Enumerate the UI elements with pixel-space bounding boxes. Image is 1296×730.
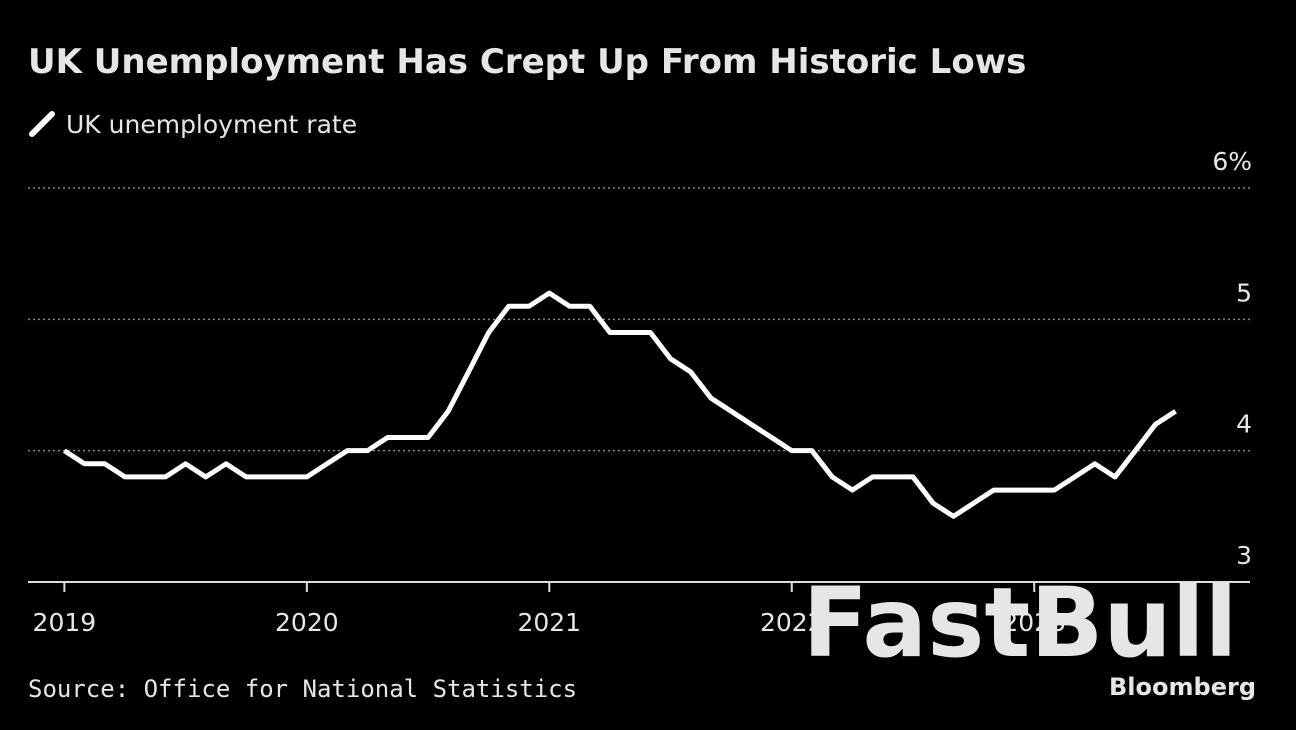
brand: Bloomberg	[1109, 673, 1256, 701]
legend-icon	[29, 111, 55, 137]
y-tick-label: 3	[1236, 541, 1252, 570]
series-line	[63, 290, 1177, 519]
x-tick-label: 2019	[33, 608, 97, 637]
y-tick-label: 6%	[1212, 147, 1252, 176]
x-tick-label: 2020	[275, 608, 339, 637]
x-tick-label: 2023	[1002, 608, 1066, 637]
y-tick-label: 4	[1236, 410, 1252, 439]
watermark: FastBull	[802, 567, 1237, 679]
legend-label: UK unemployment rate	[66, 110, 357, 139]
x-tick-label: 2022	[760, 608, 824, 637]
x-tick-label: 2021	[517, 608, 581, 637]
y-tick-label: 5	[1236, 278, 1252, 307]
chart-title: UK Unemployment Has Crept Up From Histor…	[28, 42, 1026, 82]
source: Source: Office for National Statistics	[28, 675, 577, 703]
